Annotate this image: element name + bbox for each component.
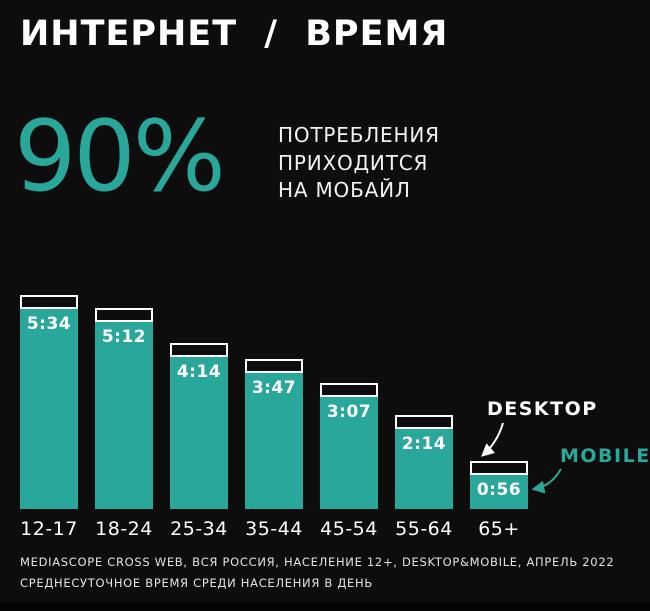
bar-category-label: 25-34	[170, 518, 228, 540]
bar-value-label: 5:12	[101, 327, 147, 347]
mobile-legend-label: MOBILE	[560, 445, 650, 467]
bar-group: 3:07 45-54	[320, 383, 378, 540]
desktop-segment	[395, 415, 453, 429]
mobile-segment: 5:12	[95, 322, 153, 509]
highlight-caption: ПОТРЕБЛЕНИЯ ПРИХОДИТСЯ НА МОБАЙЛ	[278, 123, 440, 203]
desktop-segment	[245, 359, 303, 373]
bars-container: 5:34 12-17 5:12 18-24 4:14 25-34 3:47 35-44 3:07…	[20, 288, 540, 540]
mobile-segment: 2:14	[395, 429, 453, 509]
bar-category-label: 65+	[478, 518, 520, 540]
mobile-segment: 0:56	[470, 475, 528, 509]
desktop-segment	[170, 343, 228, 357]
mobile-segment: 3:47	[245, 373, 303, 509]
bar-group: 0:56 65+	[470, 461, 528, 540]
page-title: ИНТЕРНЕТ / ВРЕМЯ	[20, 14, 449, 54]
desktop-segment	[20, 295, 78, 309]
desktop-segment	[95, 308, 153, 322]
source-footer: MEDIASCOPE CROSS WEB, ВСЯ РОССИЯ, НАСЕЛЕ…	[20, 552, 614, 593]
bar-value-label: 3:07	[326, 402, 372, 422]
bar-category-label: 12-17	[20, 518, 78, 540]
bar-category-label: 45-54	[320, 518, 378, 540]
source-line-2: СРЕДНЕСУТОЧНОЕ ВРЕМЯ СРЕДИ НАСЕЛЕНИЯ В Д…	[20, 575, 373, 590]
bar-group: 4:14 25-34	[170, 343, 228, 540]
bar-value-label: 3:47	[251, 378, 297, 398]
desktop-segment	[320, 383, 378, 397]
bar-category-label: 35-44	[245, 518, 303, 540]
bar-group: 5:12 18-24	[95, 308, 153, 540]
bar-value-label: 2:14	[401, 434, 447, 454]
mobile-segment: 4:14	[170, 357, 228, 509]
desktop-legend-label: DESKTOP	[487, 398, 598, 420]
bar-value-label: 4:14	[176, 362, 222, 382]
bar-group: 3:47 35-44	[245, 359, 303, 540]
bar-category-label: 55-64	[395, 518, 453, 540]
bar-chart: 5:34 12-17 5:12 18-24 4:14 25-34 3:47 35-44 3:07…	[20, 288, 540, 540]
highlight-percentage: 90%	[14, 100, 226, 214]
bar-value-label: 0:56	[476, 480, 522, 500]
mobile-segment: 5:34	[20, 309, 78, 509]
source-line-1: MEDIASCOPE CROSS WEB, ВСЯ РОССИЯ, НАСЕЛЕ…	[20, 555, 615, 569]
bar-value-label: 5:34	[26, 314, 72, 334]
bar-group: 2:14 55-64	[395, 415, 453, 540]
bar-group: 5:34 12-17	[20, 295, 78, 540]
desktop-segment	[470, 461, 528, 475]
bottom-edge-strip	[0, 602, 650, 611]
bar-category-label: 18-24	[95, 518, 153, 540]
mobile-segment: 3:07	[320, 397, 378, 509]
